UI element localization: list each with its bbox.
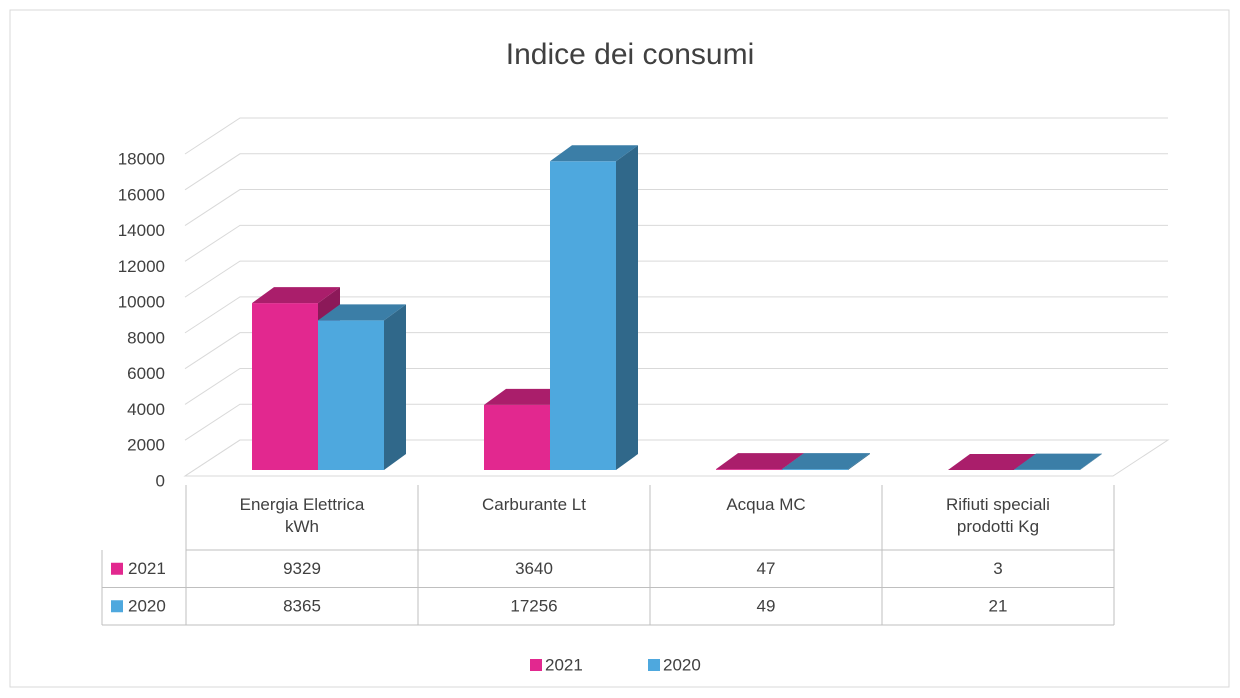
bar-top [252, 287, 340, 304]
category-label: Carburante Lt [482, 495, 586, 514]
grid-line [184, 439, 1168, 477]
legend-key [530, 659, 542, 671]
bar [252, 303, 318, 470]
bar-top [716, 453, 804, 470]
grid-line [184, 260, 1168, 298]
legend-key [648, 659, 660, 671]
table-value: 47 [757, 559, 776, 578]
table-value: 3 [993, 559, 1002, 578]
y-tick-label: 8000 [127, 328, 165, 347]
grid-line [184, 403, 1168, 441]
grid-line [184, 117, 1168, 155]
table-value: 21 [989, 597, 1008, 616]
grid-line [184, 332, 1168, 370]
y-tick-label: 6000 [127, 364, 165, 383]
bar [716, 469, 782, 470]
table-value: 49 [757, 597, 776, 616]
y-tick-label: 16000 [118, 185, 165, 204]
grid-line [184, 367, 1168, 405]
grid-line [184, 189, 1168, 226]
legend-label: 2021 [545, 655, 583, 674]
table-value: 9329 [283, 559, 321, 578]
bar [550, 161, 616, 470]
chart-title: Indice dei consumi [506, 38, 754, 71]
category-label: Acqua MC [726, 495, 806, 514]
table-value: 8365 [283, 597, 321, 616]
bar-top [782, 453, 870, 470]
category-label: Rifiuti speciali prodotti Kg [946, 495, 1050, 536]
table-series-name: 2020 [128, 597, 166, 616]
y-tick-label: 18000 [118, 149, 165, 168]
bar [318, 320, 384, 470]
y-tick-label: 12000 [118, 257, 165, 276]
grid-line [184, 224, 1168, 262]
table-series-name: 2021 [128, 559, 166, 578]
grid-line [184, 153, 1168, 191]
bar [484, 404, 550, 470]
bar-side [848, 453, 870, 470]
bar-side [616, 145, 638, 470]
y-tick-label: 14000 [118, 221, 165, 240]
table-legend-key [111, 562, 123, 575]
bar-side [1080, 453, 1102, 470]
bar-top [550, 145, 638, 162]
y-tick-label: 4000 [127, 400, 165, 419]
y-tick-label: 10000 [118, 293, 165, 312]
grid-line [184, 296, 1168, 334]
legend-label: 2020 [663, 655, 701, 674]
table-value: 3640 [515, 559, 553, 578]
bar-top [948, 453, 1036, 470]
bar-top [318, 304, 406, 321]
table-legend-key [111, 600, 123, 613]
table-value: 17256 [510, 597, 557, 616]
bar [782, 469, 848, 470]
category-label: Energia Elettrica kWh [239, 495, 365, 536]
y-tick-label: 2000 [127, 436, 165, 455]
bar-side [384, 304, 406, 470]
y-tick-label: 0 [156, 471, 165, 490]
bar-top [1014, 453, 1102, 470]
